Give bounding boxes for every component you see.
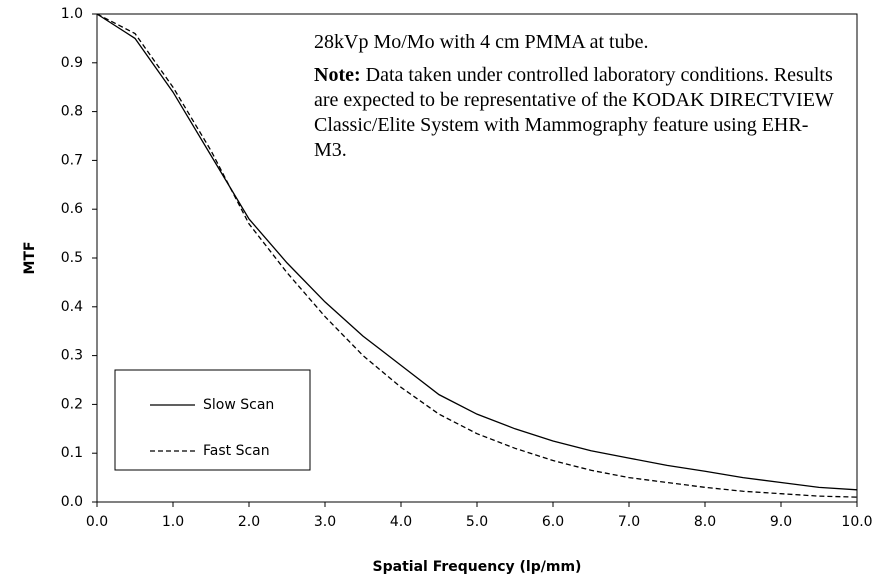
y-tick-label: 1.0 [61,6,83,22]
y-tick-label: 0.3 [61,348,83,364]
annotation: 28kVp Mo/Mo with 4 cm PMMA at tube. Note… [314,30,834,171]
y-axis-title: MTF [22,241,38,274]
y-tick-label: 0.7 [61,152,83,168]
annotation-line: 28kVp Mo/Mo with 4 cm PMMA at tube. [314,31,649,53]
x-tick-label: 2.0 [238,514,260,530]
annotation-note: Note: Data taken under controlled labora… [314,63,834,163]
legend-label: Fast Scan [203,443,270,459]
y-tick-label: 0.5 [61,250,83,266]
series-line [96,13,858,498]
y-tick-label: 0.0 [61,494,83,510]
x-tick-label: 10.0 [841,514,872,530]
legend-label: Slow Scan [203,397,274,413]
x-tick-label: 6.0 [542,514,564,530]
x-tick-label: 5.0 [466,514,488,530]
legend-box [114,369,311,471]
note-text: Data taken under controlled laboratory c… [314,64,834,161]
x-tick-label: 4.0 [390,514,412,530]
y-tick-label: 0.4 [61,299,83,315]
x-tick-label: 9.0 [770,514,792,530]
y-tick-label: 0.2 [61,396,83,412]
y-tick-label: 0.6 [61,201,83,217]
x-axis-title: Spatial Frequency (lp/mm) [373,559,582,575]
x-tick-label: 3.0 [314,514,336,530]
x-tick-label: 0.0 [86,514,108,530]
series-line [96,13,858,491]
y-tick-label: 0.8 [61,104,83,120]
x-tick-label: 8.0 [694,514,716,530]
note-label: Note: [314,64,361,86]
x-tick-label: 1.0 [162,514,184,530]
y-tick-label: 0.9 [61,55,83,71]
x-tick-label: 7.0 [618,514,640,530]
y-tick-label: 0.1 [61,445,83,461]
